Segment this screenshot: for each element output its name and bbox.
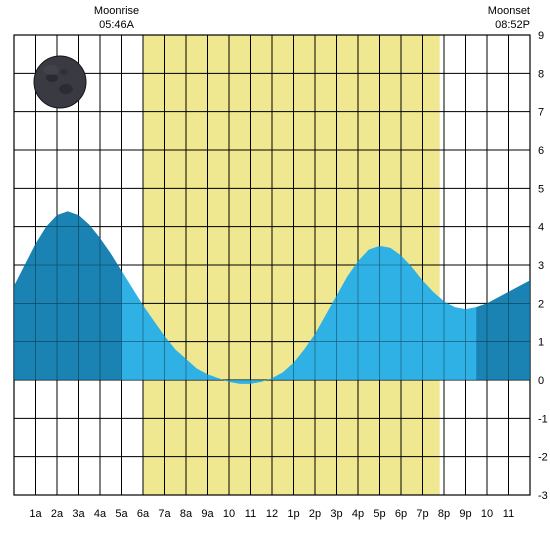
y-tick-label: 7 xyxy=(538,107,544,119)
astro-label: Moonset xyxy=(488,5,530,17)
astro-label: Moonrise xyxy=(94,5,139,17)
astro-time: 05:46A xyxy=(99,19,135,31)
x-tick-label: 2p xyxy=(309,508,321,520)
x-tick-label: 7p xyxy=(416,508,428,520)
x-tick-label: 5a xyxy=(115,508,128,520)
x-tick-label: 8a xyxy=(180,508,193,520)
astro-time: 08:52P xyxy=(495,19,530,31)
y-tick-label: -3 xyxy=(538,490,548,502)
x-tick-label: 3p xyxy=(330,508,342,520)
x-tick-label: 6a xyxy=(137,508,150,520)
x-tick-label: 9a xyxy=(201,508,214,520)
x-tick-label: 7a xyxy=(158,508,171,520)
x-tick-label: 1a xyxy=(29,508,42,520)
x-tick-label: 11 xyxy=(245,508,256,520)
x-tick-label: 2a xyxy=(51,508,64,520)
x-tick-label: 4p xyxy=(352,508,364,520)
x-tick-label: 11 xyxy=(503,508,514,520)
y-tick-label: -1 xyxy=(538,413,548,425)
x-tick-label: 6p xyxy=(395,508,407,520)
y-tick-label: 5 xyxy=(538,183,544,195)
tide-chart: -3-2-101234567891a2a3a4a5a6a7a8a9a101112… xyxy=(0,0,550,550)
y-tick-label: 0 xyxy=(538,375,544,387)
x-tick-label: 10 xyxy=(223,508,235,520)
tide-chart-svg: -3-2-101234567891a2a3a4a5a6a7a8a9a101112… xyxy=(0,0,550,550)
x-tick-label: 3a xyxy=(72,508,85,520)
moon-icon xyxy=(34,56,86,108)
x-tick-label: 4a xyxy=(94,508,107,520)
y-tick-label: -2 xyxy=(538,452,548,464)
y-tick-label: 4 xyxy=(538,222,544,234)
y-tick-label: 6 xyxy=(538,145,544,157)
x-tick-label: 10 xyxy=(481,508,493,520)
y-tick-label: 8 xyxy=(538,68,544,80)
y-tick-label: 9 xyxy=(538,30,544,42)
y-tick-label: 3 xyxy=(538,260,544,272)
x-tick-label: 9p xyxy=(459,508,471,520)
x-tick-label: 8p xyxy=(438,508,450,520)
y-tick-label: 1 xyxy=(538,337,544,349)
x-tick-label: 5p xyxy=(373,508,385,520)
y-tick-label: 2 xyxy=(538,298,544,310)
x-tick-label: 12 xyxy=(266,508,278,520)
x-tick-label: 1p xyxy=(287,508,299,520)
